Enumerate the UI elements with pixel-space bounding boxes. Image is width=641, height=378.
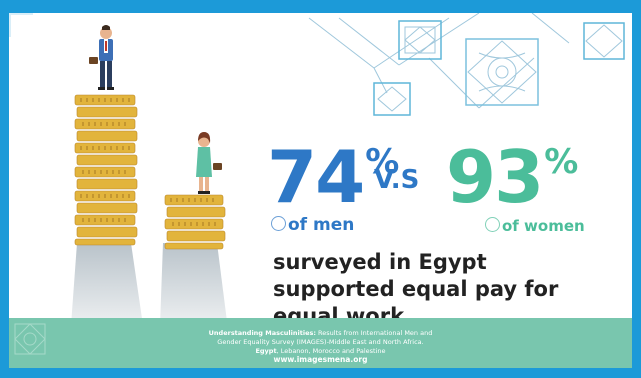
versus-label: V.S [374,165,420,195]
stat-men-value: 74 [267,135,365,219]
source-line-1: Understanding Masculinities: Results fro… [9,329,632,337]
source-title: Understanding Masculinities: [208,329,316,337]
geometric-pattern-decoration [308,13,625,116]
person-circle-icon [271,216,286,231]
coin-stack-women [164,194,226,250]
source-website: www.imagesmena.org [273,355,368,364]
stat-women-percent-sign: % [544,142,578,182]
stat-women-value: 93 [446,135,544,219]
person-circle-icon [485,217,500,232]
stat-men-percentage: 74% [267,141,399,213]
infographic-card: 74% V.S 93% of men of women surveyed in … [9,13,632,368]
source-line-3-text: , Lebanon, Morocco and Palestine [276,347,386,355]
stat-women-label: of women [485,217,585,235]
footer-pattern-decoration [14,323,46,355]
stat-men-percent-sign: % [365,142,399,182]
stat-women-label-text: of women [502,217,585,235]
coin-stack-men [74,94,138,246]
businesswoman-figure [196,132,222,194]
coin-stacks-illustration [74,25,226,250]
businessman-figure [89,25,114,90]
source-country-highlight: Egypt [255,347,277,355]
stat-men-label: of men [271,215,354,235]
source-line-3: Egypt, Lebanon, Morocco and Palestine [9,347,632,355]
source-footer: Understanding Masculinities: Results fro… [9,318,632,368]
stat-men-label-text: of men [288,215,355,235]
source-line-2: Gender Equality Survey (IMAGES)-Middle E… [217,338,424,346]
stat-women-percentage: 93% [446,141,578,213]
card-corner-mark [9,13,33,37]
source-line-1-text: Results from International Men and [315,329,433,337]
